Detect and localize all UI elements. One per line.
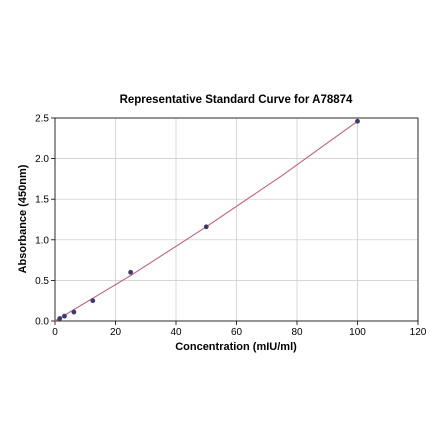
grid-lines: [54, 117, 419, 322]
fit-curve-line: [54, 120, 358, 322]
x-tick-label: 40: [170, 327, 182, 338]
x-tick-label: 0: [52, 327, 58, 338]
data-point: [203, 224, 209, 230]
x-tick-label: 80: [291, 327, 303, 338]
x-tick-label: 120: [410, 327, 427, 338]
data-point: [355, 118, 360, 124]
data-point: [62, 313, 67, 319]
x-tick-label: 60: [231, 327, 243, 338]
x-axis-label: Concentration (mIU/ml): [175, 341, 297, 353]
y-tick-label: 2.5: [35, 114, 49, 125]
chart-title: Representative Standard Curve for A78874: [120, 94, 353, 106]
x-tick-label: 20: [110, 327, 122, 338]
y-tick-label: 1.0: [35, 235, 49, 246]
y-axis-ticks: 0.0 0.5 1.0 1.5 2.0 2.5: [35, 114, 55, 328]
x-tick-label: 100: [349, 327, 366, 338]
data-point: [57, 316, 63, 321]
data-point: [90, 298, 96, 304]
y-tick-label: 0.0: [35, 317, 49, 328]
y-tick-label: 0.5: [35, 276, 49, 287]
y-tick-label: 2.0: [35, 154, 49, 165]
x-axis-ticks: 0 20 40 60 80 100 120: [52, 321, 427, 338]
data-point: [128, 269, 134, 275]
y-axis-label: Absorbance (450nm): [17, 164, 29, 273]
y-tick-label: 1.5: [35, 195, 49, 206]
data-point: [71, 309, 77, 315]
data-points: [57, 118, 360, 321]
